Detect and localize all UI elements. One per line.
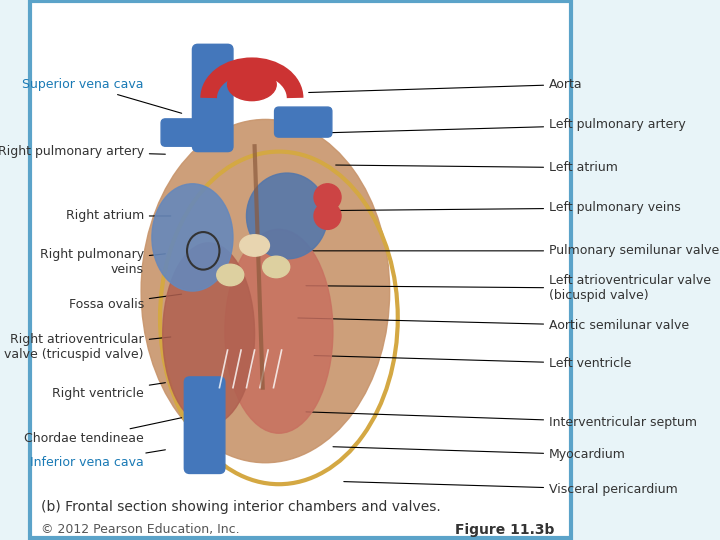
Text: Figure 11.3b: Figure 11.3b bbox=[455, 523, 554, 537]
Text: Left ventricle: Left ventricle bbox=[314, 355, 631, 370]
Text: Inferior vena cava: Inferior vena cava bbox=[30, 450, 166, 469]
Text: Pulmonary semilunar valve: Pulmonary semilunar valve bbox=[306, 244, 719, 258]
Text: Fossa ovalis: Fossa ovalis bbox=[68, 294, 181, 311]
Ellipse shape bbox=[246, 173, 328, 259]
Ellipse shape bbox=[217, 264, 244, 286]
Ellipse shape bbox=[141, 119, 390, 463]
Text: Visceral pericardium: Visceral pericardium bbox=[344, 482, 678, 496]
Text: Right pulmonary
veins: Right pulmonary veins bbox=[40, 247, 166, 275]
Ellipse shape bbox=[263, 256, 289, 278]
Ellipse shape bbox=[152, 184, 233, 291]
FancyBboxPatch shape bbox=[30, 2, 571, 538]
Text: Chordae tendineae: Chordae tendineae bbox=[24, 418, 181, 445]
Ellipse shape bbox=[225, 230, 333, 433]
Text: Superior vena cava: Superior vena cava bbox=[22, 78, 181, 113]
Text: Right atrioventricular
valve (tricuspid valve): Right atrioventricular valve (tricuspid … bbox=[4, 333, 171, 361]
Circle shape bbox=[314, 184, 341, 211]
Ellipse shape bbox=[163, 243, 255, 425]
Text: Left atrioventricular valve
(bicuspid valve): Left atrioventricular valve (bicuspid va… bbox=[306, 274, 711, 302]
Text: Interventricular septum: Interventricular septum bbox=[306, 412, 697, 429]
Text: Aortic semilunar valve: Aortic semilunar valve bbox=[298, 318, 689, 333]
Text: Left atrium: Left atrium bbox=[336, 161, 618, 174]
Text: Aorta: Aorta bbox=[309, 78, 582, 92]
FancyBboxPatch shape bbox=[192, 44, 233, 152]
Text: Right pulmonary artery: Right pulmonary artery bbox=[0, 145, 166, 158]
Text: © 2012 Pearson Education, Inc.: © 2012 Pearson Education, Inc. bbox=[41, 523, 240, 536]
Text: Myocardium: Myocardium bbox=[333, 447, 626, 461]
Ellipse shape bbox=[240, 235, 269, 256]
Ellipse shape bbox=[228, 69, 276, 100]
FancyBboxPatch shape bbox=[184, 377, 225, 474]
Text: Right ventricle: Right ventricle bbox=[52, 383, 166, 400]
Text: Left pulmonary veins: Left pulmonary veins bbox=[328, 201, 681, 214]
FancyBboxPatch shape bbox=[274, 107, 332, 137]
Text: Right atrium: Right atrium bbox=[66, 210, 171, 222]
FancyBboxPatch shape bbox=[161, 119, 207, 146]
Text: Left pulmonary artery: Left pulmonary artery bbox=[328, 118, 686, 133]
Text: (b) Frontal section showing interior chambers and valves.: (b) Frontal section showing interior cha… bbox=[41, 500, 441, 514]
Circle shape bbox=[314, 202, 341, 230]
